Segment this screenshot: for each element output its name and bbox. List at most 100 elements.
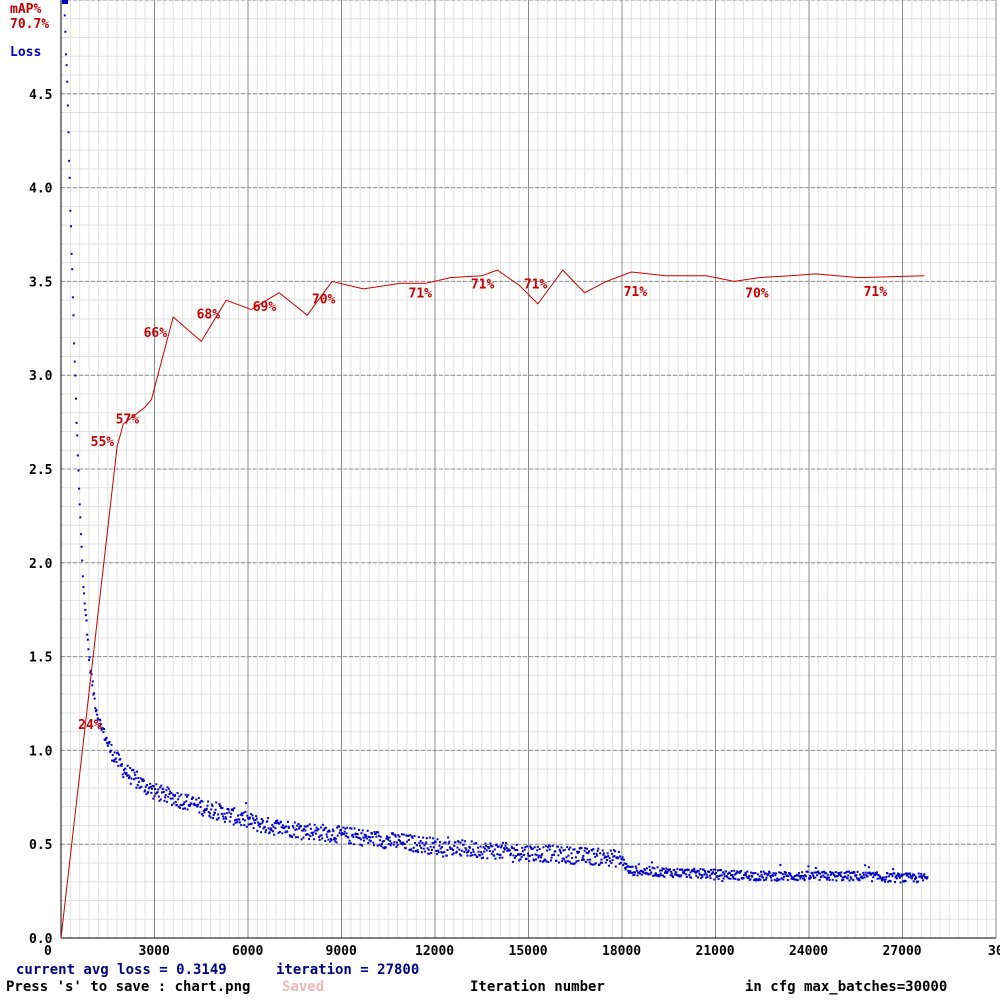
loss-point: [783, 870, 786, 873]
loss-point: [341, 832, 344, 835]
loss-point: [408, 848, 411, 851]
loss-point: [256, 829, 259, 832]
loss-point: [417, 836, 420, 839]
loss-point: [557, 854, 560, 857]
loss-point: [63, 14, 66, 17]
loss-point: [678, 875, 681, 878]
loss-point: [520, 855, 523, 858]
loss-point: [580, 847, 583, 850]
loss-point: [200, 799, 203, 802]
loss-point: [573, 848, 576, 851]
loss-point: [576, 850, 579, 853]
loss-point: [670, 870, 673, 873]
loss-point: [852, 879, 855, 882]
loss-point: [388, 836, 391, 839]
loss-point: [368, 839, 371, 842]
loss-point: [122, 776, 125, 779]
loss-point: [460, 849, 463, 852]
loss-point: [411, 836, 414, 839]
loss-point: [314, 832, 317, 835]
loss-point: [885, 875, 888, 878]
loss-point: [273, 833, 276, 836]
loss-point: [709, 877, 712, 880]
loss-point: [531, 847, 534, 850]
loss-point: [828, 878, 831, 881]
loss-point: [483, 850, 486, 853]
loss-point: [672, 876, 675, 879]
loss-point: [874, 874, 877, 877]
loss-point: [819, 872, 822, 875]
loss-point: [315, 826, 318, 829]
loss-point: [181, 803, 184, 806]
loss-point: [491, 850, 494, 853]
loss-point: [306, 833, 309, 836]
loss-point: [302, 836, 305, 839]
loss-point: [788, 872, 791, 875]
loss-point: [601, 849, 604, 852]
loss-point: [692, 869, 695, 872]
loss-point: [373, 830, 376, 833]
loss-point: [374, 832, 377, 835]
loss-point: [126, 774, 129, 777]
loss-point: [245, 825, 248, 828]
loss-point: [676, 867, 679, 870]
loss-point: [323, 827, 326, 830]
loss-point: [280, 820, 283, 823]
loss-point: [866, 875, 869, 878]
loss-point: [329, 837, 332, 840]
loss-point: [784, 871, 787, 874]
loss-point: [397, 839, 400, 842]
loss-point: [758, 878, 761, 881]
loss-point: [720, 874, 723, 877]
loss-point: [511, 860, 514, 863]
loss-point: [231, 808, 234, 811]
loss-point: [106, 744, 109, 747]
loss-point: [414, 842, 417, 845]
loss-point: [695, 870, 698, 873]
loss-point: [261, 819, 264, 822]
loss-point: [472, 850, 475, 853]
loss-point: [389, 844, 392, 847]
loss-point: [112, 759, 115, 762]
loss-point: [567, 854, 570, 857]
loss-point: [776, 877, 779, 880]
loss-point: [452, 849, 455, 852]
loss-point: [300, 838, 303, 841]
loss-point: [327, 838, 330, 841]
loss-point: [223, 812, 226, 815]
loss-point: [178, 795, 181, 798]
loss-point: [621, 858, 623, 861]
loss-point: [92, 693, 95, 696]
loss-point: [434, 840, 437, 843]
loss-point: [363, 833, 366, 836]
loss-point: [438, 841, 441, 844]
loss-point: [847, 870, 850, 873]
loss-point: [786, 874, 789, 877]
loss-point: [582, 858, 585, 861]
loss-point: [534, 853, 537, 856]
loss-point: [321, 823, 324, 826]
loss-point: [657, 873, 660, 876]
loss-point: [121, 773, 124, 776]
loss-point: [758, 875, 761, 878]
loss-point: [326, 830, 329, 833]
loss-point: [367, 841, 370, 844]
loss-point: [273, 822, 276, 825]
loss-point: [237, 814, 240, 817]
loss-point: [540, 854, 543, 857]
loss-point: [542, 846, 545, 849]
loss-point: [88, 658, 91, 661]
loss-point: [112, 760, 115, 763]
loss-point: [537, 856, 540, 859]
loss-point: [314, 829, 317, 832]
loss-point: [593, 863, 596, 866]
loss-point: [120, 764, 123, 767]
loss-point: [781, 873, 784, 876]
loss-point: [195, 798, 198, 801]
loss-point: [167, 795, 170, 798]
loss-point: [708, 874, 711, 877]
loss-point: [304, 829, 307, 832]
loss-point: [608, 857, 611, 860]
map-series: [60, 269, 925, 939]
loss-point: [375, 835, 378, 838]
